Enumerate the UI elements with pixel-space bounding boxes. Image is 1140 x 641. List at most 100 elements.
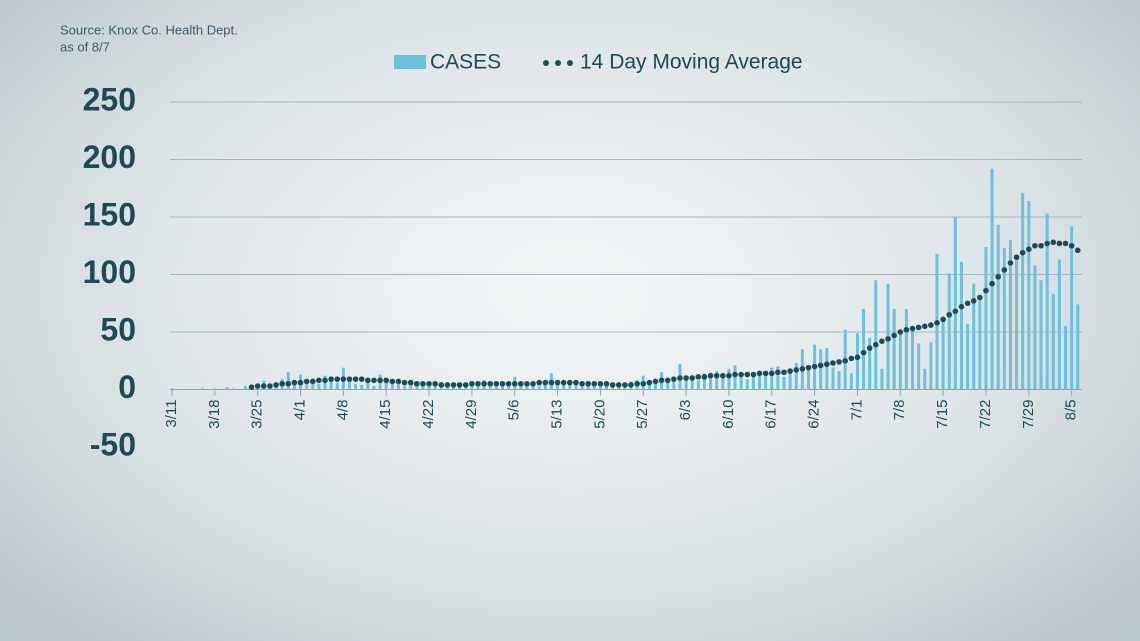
average-dot bbox=[505, 380, 512, 387]
average-dot bbox=[254, 383, 261, 389]
bar bbox=[758, 373, 762, 390]
source: Source: Knox Co. Health Dept. bbox=[60, 22, 238, 37]
bar bbox=[562, 383, 566, 390]
bar bbox=[990, 168, 994, 390]
average-dot bbox=[787, 368, 793, 374]
bar bbox=[825, 348, 829, 390]
x-tick-label: 7/29 bbox=[1020, 400, 1037, 429]
y-tick-label: 200 bbox=[83, 139, 136, 175]
average-dot bbox=[340, 376, 347, 382]
legend-swatch bbox=[555, 60, 561, 66]
bar bbox=[507, 383, 511, 390]
average-dot bbox=[407, 379, 414, 386]
average-dot bbox=[1050, 239, 1057, 246]
bar bbox=[953, 217, 957, 390]
average-dot bbox=[671, 376, 677, 382]
bar bbox=[1057, 259, 1061, 390]
average-dot bbox=[983, 287, 989, 294]
average-dot bbox=[811, 363, 818, 370]
average-dot bbox=[487, 380, 494, 387]
bar bbox=[806, 369, 810, 390]
average-dot bbox=[573, 379, 579, 386]
bar bbox=[831, 367, 835, 390]
average-dot bbox=[622, 382, 628, 388]
average-dot bbox=[842, 357, 848, 364]
bar bbox=[868, 337, 872, 390]
average-dot bbox=[658, 377, 665, 384]
average-dot bbox=[701, 374, 708, 380]
bar bbox=[721, 374, 725, 390]
bar bbox=[623, 387, 627, 390]
bar bbox=[1070, 226, 1074, 390]
average-dot bbox=[824, 361, 830, 368]
x-tick-label: 7/22 bbox=[977, 400, 994, 429]
bar bbox=[415, 383, 419, 390]
x-tick-label: 4/1 bbox=[291, 400, 308, 421]
bar bbox=[605, 386, 609, 390]
bar bbox=[488, 384, 492, 390]
average-dot bbox=[597, 380, 604, 387]
average-dot bbox=[322, 377, 328, 384]
bar bbox=[1027, 200, 1031, 390]
average-dot bbox=[689, 375, 695, 381]
average-dot bbox=[426, 380, 432, 387]
average-dot bbox=[1013, 254, 1020, 261]
average-dot bbox=[414, 380, 420, 387]
average-dot bbox=[977, 294, 983, 301]
x-tick-label: 6/3 bbox=[677, 400, 694, 421]
y-tick-label: -50 bbox=[90, 426, 136, 462]
y-tick-label: 0 bbox=[118, 369, 136, 405]
average-dot bbox=[726, 372, 732, 379]
bar bbox=[543, 383, 547, 390]
average-dot bbox=[952, 308, 959, 315]
bar bbox=[904, 309, 908, 390]
average-dot bbox=[475, 380, 481, 387]
bar bbox=[525, 384, 529, 390]
x-tick-label: 3/25 bbox=[249, 400, 266, 429]
average-dot bbox=[860, 349, 867, 356]
y-tick-label: 250 bbox=[83, 81, 136, 117]
bar bbox=[978, 297, 982, 390]
bar bbox=[537, 386, 541, 390]
bar bbox=[1064, 326, 1068, 390]
average-dot bbox=[279, 380, 285, 387]
bar bbox=[733, 365, 737, 390]
y-tick-label: 50 bbox=[100, 311, 136, 347]
x-tick-label: 6/17 bbox=[763, 400, 780, 429]
bar bbox=[959, 261, 963, 390]
average-dot bbox=[401, 379, 408, 386]
average-dot bbox=[799, 366, 806, 372]
average-dot bbox=[536, 379, 542, 386]
average-dot bbox=[267, 383, 273, 389]
bar bbox=[647, 383, 651, 390]
average-dot bbox=[438, 382, 445, 388]
average-dot bbox=[444, 382, 451, 388]
bar bbox=[433, 386, 437, 390]
average-dot bbox=[1068, 242, 1075, 249]
average-dot bbox=[946, 311, 953, 318]
y-tick-label: 150 bbox=[83, 196, 136, 232]
average-dot bbox=[873, 341, 879, 348]
average-dot bbox=[481, 380, 487, 387]
average-dot bbox=[469, 380, 475, 387]
bar bbox=[372, 386, 376, 390]
bar bbox=[898, 329, 902, 390]
average-dot bbox=[1044, 240, 1050, 247]
average-dot bbox=[891, 332, 897, 339]
legend-swatch bbox=[567, 60, 573, 66]
bar bbox=[702, 373, 706, 390]
average-dot bbox=[634, 380, 640, 387]
average-dot bbox=[934, 320, 940, 326]
average-dot bbox=[603, 380, 610, 387]
bar bbox=[225, 387, 229, 390]
average-dot bbox=[628, 382, 634, 388]
x-tick-label: 5/6 bbox=[506, 400, 523, 421]
average-dot bbox=[273, 382, 279, 388]
average-dot bbox=[560, 379, 567, 386]
bar bbox=[476, 383, 480, 390]
bar bbox=[696, 380, 700, 390]
average-dot bbox=[652, 378, 659, 385]
x-tick-label: 6/10 bbox=[720, 400, 737, 429]
average-dot bbox=[989, 280, 995, 287]
x-tick-label: 3/18 bbox=[206, 400, 223, 429]
